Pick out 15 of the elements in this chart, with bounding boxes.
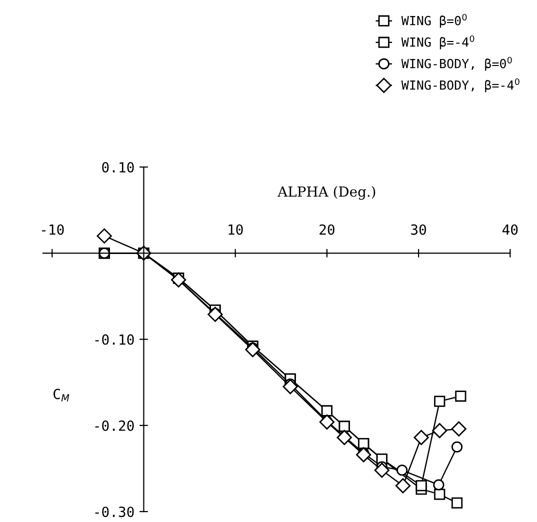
y-tick-label: -0.10 [95, 334, 134, 345]
legend-label: WING-BODY, β=-4$^{0}$ [401, 78, 520, 92]
x-tick-label: 20 [320, 224, 334, 235]
x-tick-label: 30 [411, 224, 426, 235]
x-tick-label: -10 [42, 224, 64, 235]
y-tick-label: 0.10 [102, 162, 134, 173]
y-axis-title: C$_{M}$ [54, 388, 70, 402]
legend-label: WING β=0$^{0}$ [401, 14, 467, 28]
legend-label: WING β=-4$^{0}$ [401, 35, 474, 50]
x-axis-title: ALPHA (Deg.) [278, 186, 376, 200]
legend-label: WING-BODY, β=0$^{0}$ [401, 56, 512, 71]
y-tick-label: -0.30 [95, 506, 134, 518]
y-tick-label: -0.20 [95, 420, 134, 431]
x-tick-label: 40 [502, 224, 518, 235]
x-tick-label: 10 [228, 224, 243, 235]
